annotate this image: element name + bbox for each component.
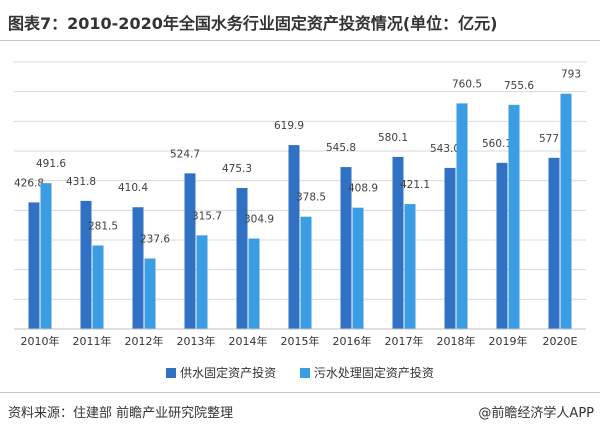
data-label-sewage: 421.1 <box>400 179 430 191</box>
x-tick-label: 2017年 <box>385 334 424 348</box>
legend-item-sewage: 污水处理固定资产投资 <box>299 364 434 381</box>
x-tick-label: 2018年 <box>437 334 476 348</box>
data-label-sewage: 304.9 <box>244 214 274 226</box>
data-label-sewage: 408.9 <box>348 183 378 195</box>
bar-sewage <box>352 207 364 329</box>
data-label-sewage: 315.7 <box>192 210 222 222</box>
data-label-supply: 560.1 <box>482 138 512 150</box>
data-label-supply: 619.9 <box>274 120 304 132</box>
bar-supply <box>28 202 40 329</box>
bar-supply <box>132 207 144 329</box>
legend: 供水固定资产投资 污水处理固定资产投资 <box>0 364 600 381</box>
footer-divider <box>0 392 600 393</box>
data-label-supply: 475.3 <box>222 163 252 175</box>
bar-sewage <box>92 245 104 329</box>
bar-sewage <box>560 93 572 329</box>
legend-label-supply: 供水固定资产投资 <box>180 366 277 380</box>
chart-title: 图表7：2010-2020年全国水务行业固定资产投资情况(单位：亿元) <box>8 14 498 33</box>
bar-sewage <box>300 216 312 329</box>
legend-item-supply: 供水固定资产投资 <box>166 364 276 381</box>
bar-sewage <box>404 204 416 329</box>
data-label-sewage: 237.6 <box>140 234 170 246</box>
bar-supply <box>444 167 456 329</box>
x-tick-label: 2010年 <box>21 334 60 348</box>
bar-sewage <box>196 235 208 329</box>
bar-supply <box>548 157 560 329</box>
bar-supply <box>392 156 404 329</box>
x-tick-label: 2013年 <box>177 334 216 348</box>
data-label-supply: 577 <box>539 133 559 145</box>
bar-supply <box>236 187 248 329</box>
x-tick-label: 2020E <box>543 335 578 348</box>
legend-swatch-sewage <box>299 368 310 378</box>
data-label-sewage: 760.5 <box>452 78 482 90</box>
x-tick-label: 2011年 <box>73 334 112 348</box>
data-label-supply: 580.1 <box>378 132 408 144</box>
bar-sewage <box>40 183 52 329</box>
data-label-supply: 426.8 <box>14 177 44 189</box>
bar-supply <box>496 162 508 329</box>
source-note: 资料来源：住建部 前瞻产业研究院整理 <box>8 406 234 421</box>
legend-swatch-supply <box>166 368 177 378</box>
bar-sewage <box>248 238 260 329</box>
data-label-sewage: 755.6 <box>504 80 534 92</box>
legend-label-sewage: 污水处理固定资产投资 <box>313 366 434 380</box>
data-label-supply: 545.8 <box>326 142 356 154</box>
bar-sewage <box>456 103 468 329</box>
bar-supply <box>340 167 352 329</box>
data-label-supply: 431.8 <box>66 176 96 188</box>
bar-supply <box>184 173 196 329</box>
data-label-sewage: 793 <box>561 69 581 81</box>
bar-sewage <box>144 258 156 329</box>
data-label-supply: 410.4 <box>118 182 148 194</box>
title-divider <box>0 40 600 41</box>
x-tick-label: 2015年 <box>281 334 320 348</box>
bar-supply <box>288 145 300 329</box>
data-label-supply: 524.7 <box>170 148 200 160</box>
bar-sewage <box>508 104 520 329</box>
x-tick-label: 2019年 <box>489 334 528 348</box>
brand-credit: @前瞻经济学人APP <box>478 406 594 421</box>
data-label-sewage: 281.5 <box>88 220 118 232</box>
bar-supply <box>80 200 92 329</box>
x-tick-label: 2014年 <box>229 334 268 348</box>
x-tick-label: 2016年 <box>333 334 372 348</box>
data-label-supply: 543.0 <box>430 143 460 155</box>
data-label-sewage: 491.6 <box>36 158 66 170</box>
bar-chart: 426.8 491.6 2010年 431.8 281.5 2011年 410.4 237.6… <box>14 61 586 348</box>
x-tick-label: 2012年 <box>125 334 164 348</box>
data-label-sewage: 378.5 <box>296 192 326 204</box>
